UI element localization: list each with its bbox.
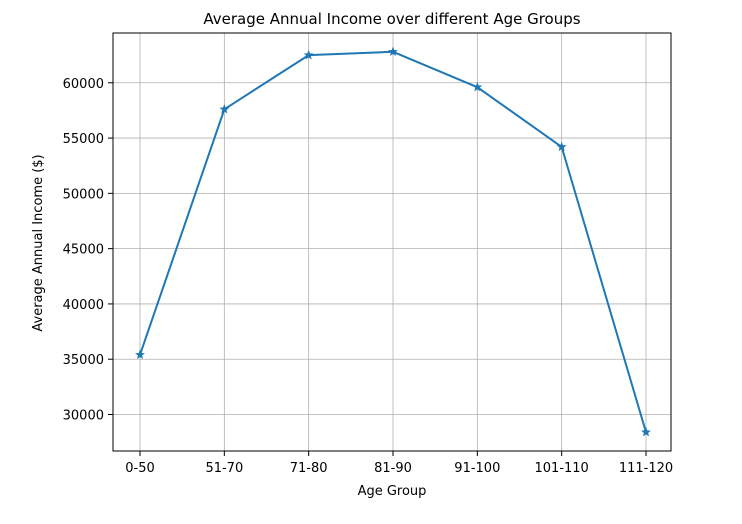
x-tick-label: 51-70: [205, 461, 243, 476]
data-point: [219, 104, 230, 114]
y-tick-label: 55000: [63, 132, 104, 147]
y-tick-label: 30000: [63, 409, 104, 424]
x-tick-label: 91-100: [454, 461, 500, 476]
data-point: [303, 49, 314, 60]
data-point: [388, 46, 398, 57]
data-point: [135, 349, 145, 359]
x-tick-label: 0-50: [125, 461, 155, 476]
x-axis: 0-50 51-70 71-80 81-90 91-100 101-110 111-120: [125, 451, 673, 476]
y-tick-label: 45000: [63, 243, 104, 258]
x-tick-label: 81-90: [374, 461, 412, 476]
x-tick-label: 111-120: [619, 461, 673, 476]
x-tick-label: 71-80: [290, 461, 328, 476]
plot-area: [112, 32, 672, 452]
y-tick-label: 35000: [63, 353, 104, 368]
y-axis-label: Average Annual Income ($): [31, 154, 46, 331]
grid: [113, 33, 671, 451]
data-points: [135, 46, 651, 437]
data-point: [472, 81, 483, 92]
y-tick-label: 60000: [63, 77, 104, 92]
y-tick-label: 50000: [63, 187, 104, 202]
x-tick-label: 101-110: [535, 461, 589, 476]
y-tick-label: 40000: [63, 298, 104, 313]
chart-title: Average Annual Income over different Age…: [203, 10, 580, 28]
data-point: [641, 427, 651, 437]
data-point: [556, 141, 567, 152]
y-axis: 30000 35000 40000 45000 50000 55000 60000: [63, 77, 113, 424]
x-axis-label: Age Group: [358, 484, 427, 499]
